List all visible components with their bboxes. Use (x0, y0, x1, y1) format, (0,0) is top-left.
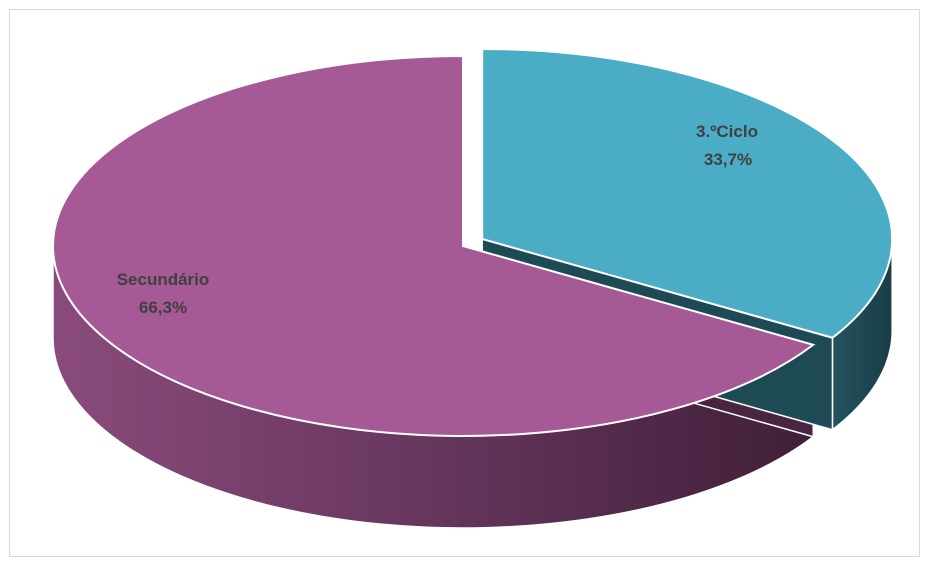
labels-layer: 3.ºCiclo 33,7% Secundário 66,3% (117, 122, 758, 317)
slice-label-3ciclo-value: 33,7% (704, 150, 752, 169)
slice-label-secundario-value: 66,3% (139, 298, 187, 317)
slice-label-secundario-name: Secundário (117, 270, 210, 289)
slice-top-secund-rio (52, 54, 816, 437)
slices-layer (52, 48, 894, 529)
slice-top-3-ciclo (481, 48, 894, 339)
slice-label-3ciclo-name: 3.ºCiclo (696, 122, 758, 141)
